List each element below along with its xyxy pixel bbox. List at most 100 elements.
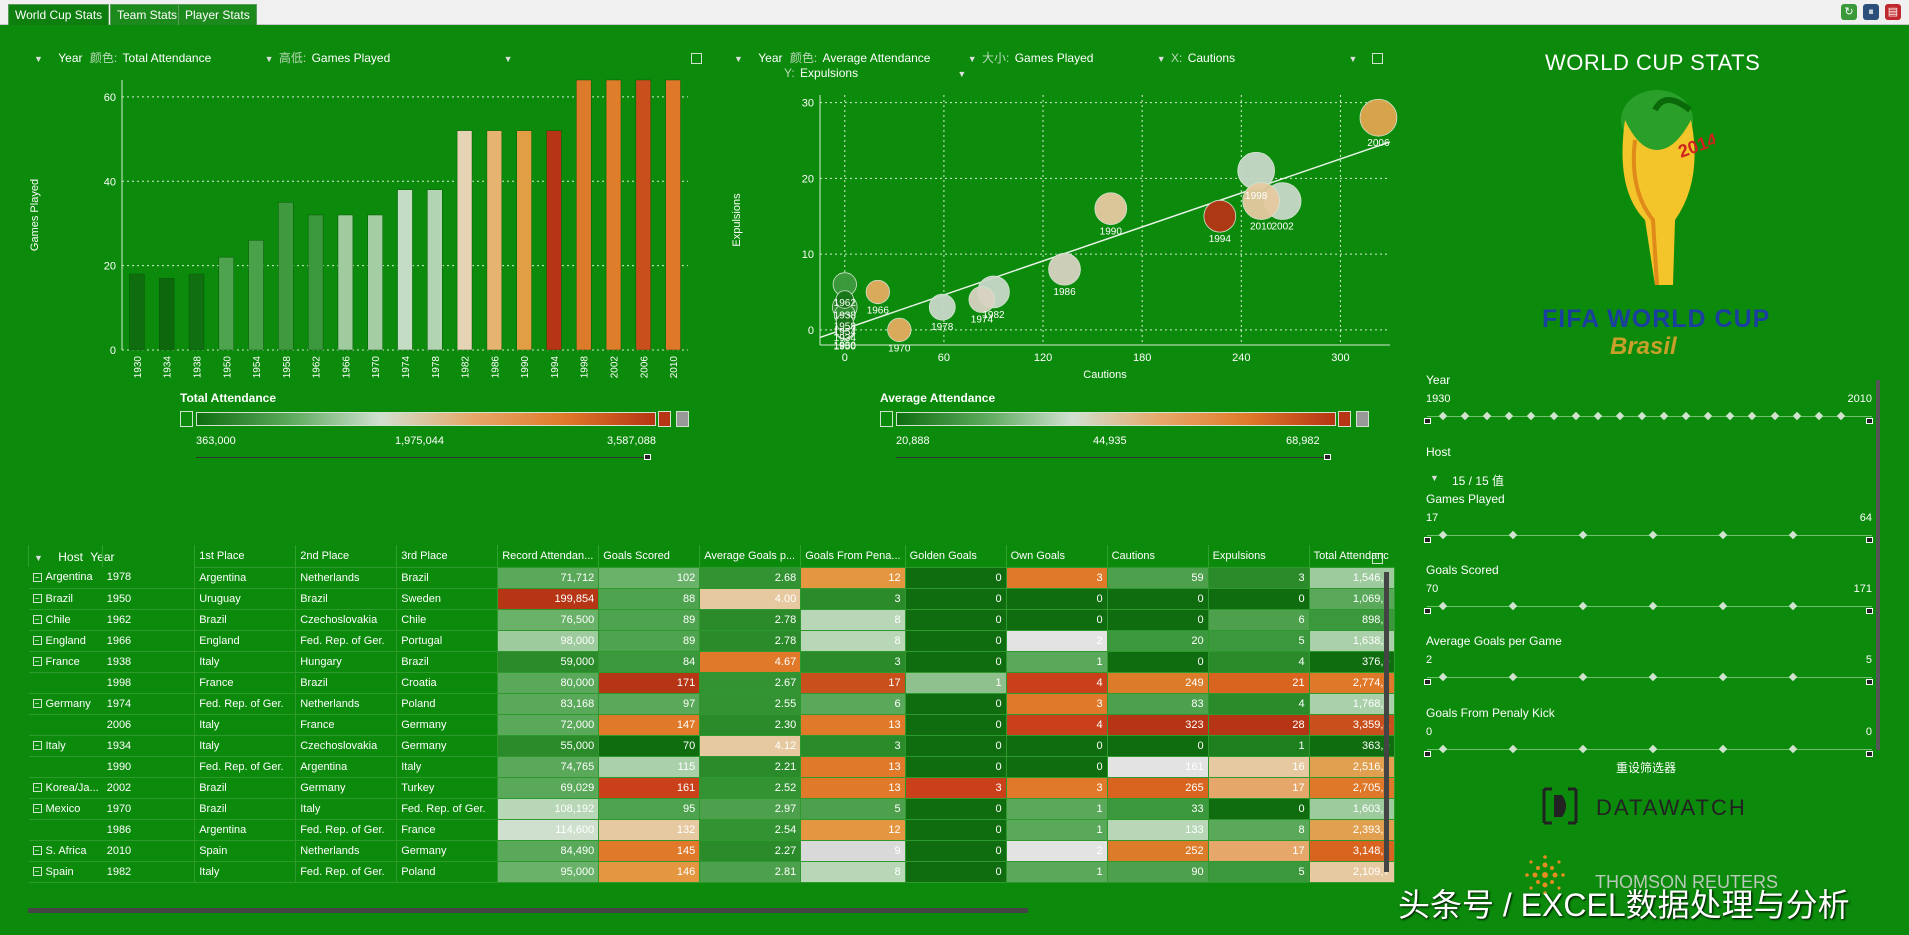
table-cell[interactable]: 4: [1005, 713, 1108, 736]
table-cell[interactable]: Czechoslovakia: [295, 608, 398, 631]
table-cell[interactable]: 146: [598, 860, 701, 883]
table-cell[interactable]: 145: [598, 839, 701, 862]
table-cell[interactable]: 147: [598, 713, 701, 736]
table-cell[interactable]: 2.68: [699, 566, 802, 589]
table-cell[interactable]: 0: [1207, 587, 1310, 610]
chevron-down-icon[interactable]: ▼: [264, 54, 274, 64]
table-cell[interactable]: 2.30: [699, 713, 802, 736]
table-cell[interactable]: 2.67: [699, 671, 802, 694]
table-cell[interactable]: Italy: [295, 797, 398, 820]
table-row[interactable]: 1986 Argentina Fed. Rep. of Ger. France 114,…: [28, 818, 1395, 841]
table-cell[interactable]: 59: [1106, 566, 1209, 589]
filter-scrollbar[interactable]: [1876, 380, 1880, 750]
filter-min-handle[interactable]: [1424, 537, 1431, 543]
table-cell[interactable]: 898,7: [1308, 608, 1395, 631]
table-cell[interactable]: 69,029: [497, 776, 600, 799]
table-row[interactable]: − Argentina 1978 Argentina Netherlands Brazil…: [28, 566, 1395, 589]
collapse-row-icon[interactable]: −: [32, 594, 42, 604]
table-cell[interactable]: 4: [1207, 650, 1310, 673]
host-cell[interactable]: − Argentina: [28, 567, 103, 589]
table-cell[interactable]: Argentina: [295, 755, 398, 778]
host-filter-value[interactable]: 15 / 15 值: [1452, 474, 1505, 488]
host-filter-dropdown[interactable]: ▼: [1430, 470, 1439, 484]
table-cell[interactable]: 95,000: [497, 860, 600, 883]
reset-filters-button[interactable]: 重设筛选器: [1616, 761, 1677, 775]
col-header[interactable]: Golden Goals: [904, 545, 1007, 567]
table-row[interactable]: − France 1938 Italy Hungary Brazil 59,000 84 4.6…: [28, 650, 1395, 673]
table-cell[interactable]: Fed. Rep. of Ger.: [295, 818, 398, 841]
table-cell[interactable]: 0: [1106, 587, 1209, 610]
table-row[interactable]: 2006 Italy France Germany 72,000 147 2.30 13 0 4 3…: [28, 713, 1395, 736]
table-cell[interactable]: 17: [800, 671, 906, 694]
table-cell[interactable]: Brazil: [194, 797, 297, 820]
table-cell[interactable]: 13: [800, 776, 906, 799]
table-cell[interactable]: 9: [800, 839, 906, 862]
table-cell[interactable]: 3: [1207, 566, 1310, 589]
table-row[interactable]: − Spain 1982 Italy Fed. Rep. of Ger. Poland 95…: [28, 860, 1395, 883]
table-cell[interactable]: Poland: [396, 692, 499, 715]
table-cell[interactable]: 76,500: [497, 608, 600, 631]
table-cell[interactable]: 3: [800, 650, 906, 673]
table-cell[interactable]: 2.97: [699, 797, 802, 820]
filter-max-handle[interactable]: [1866, 608, 1873, 614]
table-cell[interactable]: 90: [1106, 860, 1209, 883]
table-row[interactable]: − England 1966 England Fed. Rep. of Ger. Port…: [28, 629, 1395, 652]
table-cell[interactable]: 0: [1005, 587, 1108, 610]
table-row[interactable]: − Italy 1934 Italy Czechoslovakia Germany 55,0…: [28, 734, 1395, 757]
col-header[interactable]: Goals Scored: [598, 545, 700, 567]
table-cell[interactable]: 5: [800, 797, 906, 820]
refresh-icon[interactable]: ↻: [1841, 4, 1857, 20]
tab-world-cup-stats[interactable]: World Cup Stats: [8, 4, 110, 25]
table-cell[interactable]: 0: [904, 734, 1007, 757]
bar-color-value[interactable]: Total Attendance: [122, 51, 212, 65]
table-vertical-scrollbar[interactable]: [1384, 572, 1389, 872]
table-cell[interactable]: 33: [1106, 797, 1209, 820]
table-cell[interactable]: 1,546,1: [1308, 566, 1395, 589]
table-cell[interactable]: 28: [1207, 713, 1310, 736]
year-cell[interactable]: 1966: [102, 630, 195, 652]
table-cell[interactable]: 3: [800, 734, 906, 757]
table-cell[interactable]: 8: [1207, 818, 1310, 841]
table-cell[interactable]: 84: [598, 650, 701, 673]
table-cell[interactable]: 3: [904, 776, 1007, 799]
chevron-down-icon[interactable]: ▼: [967, 54, 977, 64]
table-cell[interactable]: Hungary: [295, 650, 398, 673]
table-cell[interactable]: 3: [1005, 566, 1108, 589]
year-cell[interactable]: 1950: [102, 588, 195, 610]
table-cell[interactable]: 2.54: [699, 818, 802, 841]
filter-max-handle[interactable]: [1866, 751, 1873, 757]
table-cell[interactable]: 0: [904, 650, 1007, 673]
table-cell[interactable]: 171: [598, 671, 701, 694]
tab-player-stats[interactable]: Player Stats: [178, 4, 257, 25]
year-cell[interactable]: 2006: [102, 714, 195, 736]
table-cell[interactable]: 4.12: [699, 734, 802, 757]
year-cell[interactable]: 1938: [102, 651, 195, 673]
table-cell[interactable]: Argentina: [194, 566, 297, 589]
table-cell[interactable]: 8: [800, 608, 906, 631]
table-cell[interactable]: 8: [800, 629, 906, 652]
bar-legend-slider-handle[interactable]: [644, 454, 651, 460]
collapse-row-icon[interactable]: −: [32, 846, 42, 856]
table-cell[interactable]: 0: [1106, 650, 1209, 673]
host-cell[interactable]: − Brazil: [28, 588, 103, 610]
host-cell[interactable]: − S. Africa: [28, 840, 103, 862]
table-cell[interactable]: 12: [800, 566, 906, 589]
table-cell[interactable]: 199,854: [497, 587, 600, 610]
table-cell[interactable]: 17: [1207, 839, 1310, 862]
year-cell[interactable]: 2010: [102, 840, 195, 862]
table-cell[interactable]: 133: [1106, 818, 1209, 841]
table-cell[interactable]: France: [295, 713, 398, 736]
table-cell[interactable]: France: [396, 818, 499, 841]
year-cell[interactable]: 1974: [102, 693, 195, 715]
table-cell[interactable]: 0: [1106, 734, 1209, 757]
table-cell[interactable]: Brazil: [396, 650, 499, 673]
table-cell[interactable]: 2.78: [699, 608, 802, 631]
table-cell[interactable]: 0: [904, 755, 1007, 778]
host-cell[interactable]: − France: [28, 651, 103, 673]
table-cell[interactable]: 115: [598, 755, 701, 778]
filter-max-handle[interactable]: [1866, 418, 1873, 424]
table-cell[interactable]: 71,712: [497, 566, 600, 589]
table-cell[interactable]: 2,774,8: [1308, 671, 1395, 694]
table-cell[interactable]: Netherlands: [295, 692, 398, 715]
table-cell[interactable]: 2.55: [699, 692, 802, 715]
